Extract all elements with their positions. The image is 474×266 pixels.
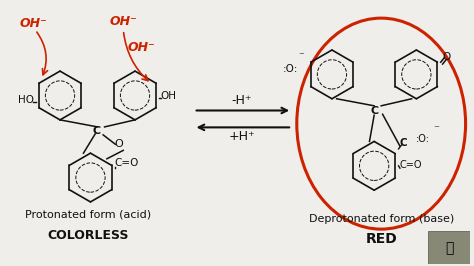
Text: Protonated form (acid): Protonated form (acid) (25, 209, 151, 219)
Text: :O:: :O: (283, 64, 298, 74)
Text: +H⁺: +H⁺ (229, 130, 255, 143)
Text: C: C (370, 106, 379, 116)
Text: C: C (400, 138, 408, 148)
Text: :O:: :O: (415, 134, 429, 144)
Text: ⁻: ⁻ (433, 124, 438, 134)
Bar (428, 231, 470, 264)
Text: OH⁻: OH⁻ (109, 15, 137, 28)
Text: ⁻: ⁻ (298, 51, 304, 61)
Text: OH: OH (161, 91, 177, 101)
Text: C=O: C=O (115, 158, 139, 168)
Text: O: O (442, 52, 450, 62)
Text: O: O (114, 139, 123, 149)
Text: 👤: 👤 (445, 241, 453, 255)
Text: Deprotonated form (base): Deprotonated form (base) (309, 214, 454, 224)
Text: OH⁻: OH⁻ (19, 18, 47, 31)
Text: RED: RED (365, 232, 397, 246)
Text: C: C (93, 126, 101, 136)
Text: C=O: C=O (400, 160, 422, 170)
Text: -H⁺: -H⁺ (231, 94, 252, 107)
Text: OH⁻: OH⁻ (128, 41, 156, 54)
Text: COLORLESS: COLORLESS (47, 228, 129, 242)
Text: HO: HO (18, 94, 34, 105)
